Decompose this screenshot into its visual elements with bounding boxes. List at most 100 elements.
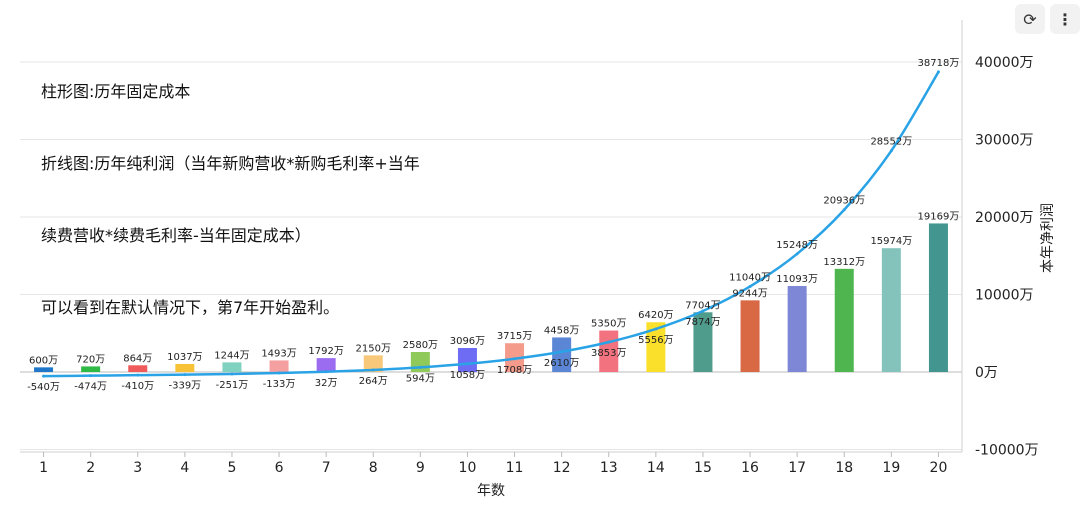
- bar: [34, 367, 54, 372]
- line-point: [560, 350, 564, 354]
- line-point: [324, 370, 328, 374]
- line-value-label: -339万: [168, 381, 201, 392]
- x-tick-label: 16: [741, 460, 759, 476]
- bar: [363, 355, 383, 372]
- x-tick-label: 13: [600, 460, 618, 476]
- line-value-label: 38718万: [918, 58, 960, 69]
- line-value-label: -474万: [74, 382, 107, 393]
- line-value-label: 7874万: [685, 317, 720, 328]
- line-point: [842, 208, 846, 212]
- line-value-label: 20936万: [823, 196, 865, 207]
- bar-value-label: 6420万: [638, 310, 673, 321]
- bar-value-label: 15974万: [870, 236, 912, 247]
- line-value-label: 2610万: [544, 358, 579, 369]
- line-value-label: 264万: [359, 376, 388, 387]
- note-line-4: 可以看到在默认情况下，第7年开始盈利。: [41, 298, 340, 317]
- bar: [646, 322, 666, 372]
- x-tick-label: 14: [647, 460, 665, 476]
- y-tick-label: -10000万: [975, 443, 1039, 459]
- line-value-label: 1708万: [497, 365, 532, 376]
- bar: [316, 358, 336, 372]
- line-value-label: -251万: [216, 380, 249, 391]
- x-tick-label: 8: [369, 460, 378, 476]
- bar-value-label: 4458万: [544, 325, 579, 336]
- bar: [693, 312, 713, 372]
- bar-value-label: 1037万: [167, 352, 202, 363]
- line-point: [654, 327, 658, 331]
- x-tick-label: 3: [133, 460, 142, 476]
- x-tick-label: 19: [882, 460, 900, 476]
- bar: [787, 286, 807, 372]
- bar: [175, 363, 195, 372]
- line-point: [136, 373, 140, 377]
- bar-value-label: 720万: [76, 354, 105, 365]
- bar-value-label: 1244万: [214, 350, 249, 361]
- bar-value-label: 5350万: [591, 319, 626, 330]
- x-tick-label: 1: [39, 460, 48, 476]
- line-point: [465, 362, 469, 366]
- line-point: [418, 365, 422, 369]
- note-line-1: 柱形图:历年固定成本: [41, 82, 191, 101]
- x-tick-label: 7: [322, 460, 331, 476]
- x-tick-label: 4: [180, 460, 189, 476]
- x-tick-label: 11: [506, 460, 524, 476]
- line-value-label: -133万: [263, 379, 296, 390]
- line-point: [795, 252, 799, 256]
- line-value-label: 3853万: [591, 348, 626, 359]
- line-point: [936, 70, 940, 74]
- more-vertical-icon: ⋮: [1057, 9, 1073, 29]
- x-tick-label: 2: [86, 460, 95, 476]
- bar-value-label: 1792万: [308, 346, 343, 357]
- bar-value-label: 2150万: [356, 343, 391, 354]
- bar: [881, 248, 901, 372]
- line-value-label: 15248万: [776, 240, 818, 251]
- x-tick-label: 10: [459, 460, 477, 476]
- x-tick-label: 5: [227, 460, 236, 476]
- x-tick-label: 9: [416, 460, 425, 476]
- bar-value-label: 7704万: [685, 300, 720, 311]
- y-tick-label: 30000万: [975, 133, 1034, 149]
- profit-line: [43, 71, 940, 378]
- x-tick-label: 20: [930, 460, 948, 476]
- line-value-label: 594万: [406, 373, 435, 384]
- refresh-icon: ⟳: [1023, 9, 1037, 29]
- data-labels: 600万 720万 864万 1037万 1244万 1493万 1792万 2150万 258…: [27, 58, 959, 393]
- refresh-button[interactable]: ⟳: [1015, 4, 1045, 34]
- note-line-3: 续费营收*续费毛利率-当年固定成本）: [41, 226, 311, 245]
- bar-value-label: 19169万: [918, 211, 960, 222]
- y-axis-title: 本年净利润: [1040, 203, 1056, 273]
- more-options-button[interactable]: ⋮: [1050, 4, 1080, 34]
- bar-value-label: 3096万: [450, 336, 485, 347]
- line-value-label: -540万: [27, 382, 60, 393]
- line-point: [889, 149, 893, 153]
- line-point: [277, 371, 281, 375]
- y-tick-label: 40000万: [975, 55, 1034, 71]
- line-value-label: 5556万: [638, 335, 673, 346]
- bar-value-label: 11093万: [776, 274, 818, 285]
- line-value-label: 1058万: [450, 370, 485, 381]
- line-series: [42, 70, 940, 378]
- line-value-label: 28552万: [870, 137, 912, 148]
- x-axis-title: 年数: [477, 483, 505, 499]
- line-point: [607, 340, 611, 344]
- note-line-2: 折线图:历年纯利润（当年新购营收*新购毛利率+当年: [41, 154, 420, 173]
- line-point: [230, 372, 234, 376]
- bar: [81, 366, 101, 372]
- bar: [740, 300, 760, 372]
- bar-value-label: 1493万: [261, 348, 296, 359]
- line-point: [701, 309, 705, 313]
- bar-value-label: 13312万: [823, 257, 865, 268]
- chart-notes: 柱形图:历年固定成本 折线图:历年纯利润（当年新购营收*新购毛利率+当年 续费营…: [41, 32, 420, 344]
- bar-value-label: 600万: [29, 355, 58, 366]
- y-tick-label: 20000万: [975, 210, 1034, 226]
- line-value-label: 11040万: [729, 272, 771, 283]
- line-value-label: 32万: [315, 378, 338, 389]
- bar-value-label: 3715万: [497, 331, 532, 342]
- x-tick-label: 18: [835, 460, 853, 476]
- bar-value-label: 864万: [123, 353, 152, 364]
- line-point: [183, 373, 187, 377]
- line-point: [513, 357, 517, 361]
- line-point: [748, 284, 752, 288]
